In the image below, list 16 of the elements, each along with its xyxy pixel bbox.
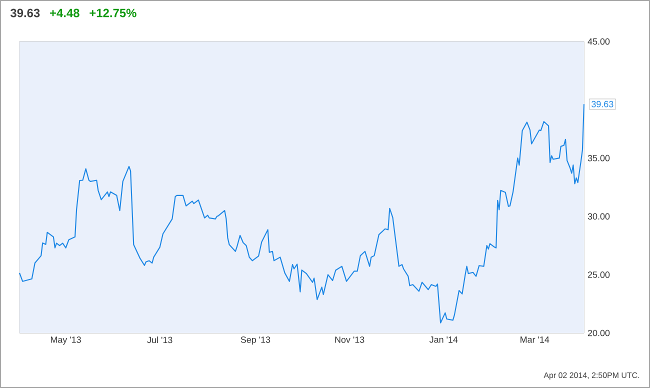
y-tick-label: 45.00 bbox=[588, 38, 610, 45]
text: +4.48 bbox=[50, 8, 80, 18]
line-series bbox=[18, 104, 585, 324]
annotation: 39.63 bbox=[592, 100, 614, 108]
x-tick-label: Mar '14 bbox=[520, 336, 550, 343]
x-tick-label: Jan '14 bbox=[429, 336, 458, 343]
y-tick-label: 20.00 bbox=[588, 330, 610, 336]
text: +12.75% bbox=[90, 8, 136, 18]
y-tick-label: 35.00 bbox=[588, 154, 610, 162]
y-tick-label: 30.00 bbox=[588, 213, 610, 220]
chart-title: 39.63 bbox=[10, 8, 40, 18]
x-tick-label: Sep '13 bbox=[240, 336, 270, 345]
y-tick-label: 25.00 bbox=[588, 272, 610, 278]
x-tick-label: Jul '13 bbox=[147, 336, 172, 344]
x-tick-label: May '13 bbox=[50, 336, 81, 345]
x-tick-label: Nov '13 bbox=[335, 336, 364, 343]
